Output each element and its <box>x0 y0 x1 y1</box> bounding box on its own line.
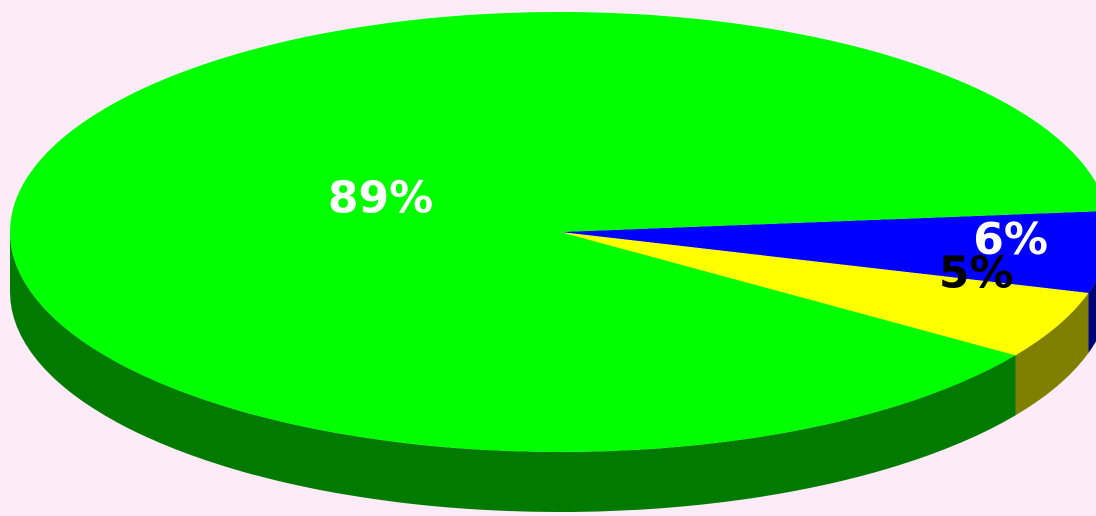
pie-top-layer <box>10 12 1096 452</box>
slice-label-5: 5% <box>939 248 1014 299</box>
pie-slice-side-89 <box>10 232 1016 512</box>
slice-label-6: 6% <box>973 214 1048 265</box>
pie-slice-side-5 <box>1015 293 1089 416</box>
pie-slice-side-6 <box>1088 281 1096 354</box>
slice-label-89: 89% <box>328 173 433 224</box>
pie-slice-5 <box>560 232 1089 356</box>
pie-label-layer: 6%5% 89% <box>328 173 1048 299</box>
pie-slice-6 <box>560 211 1096 294</box>
pie-slice-89 <box>10 12 1096 452</box>
